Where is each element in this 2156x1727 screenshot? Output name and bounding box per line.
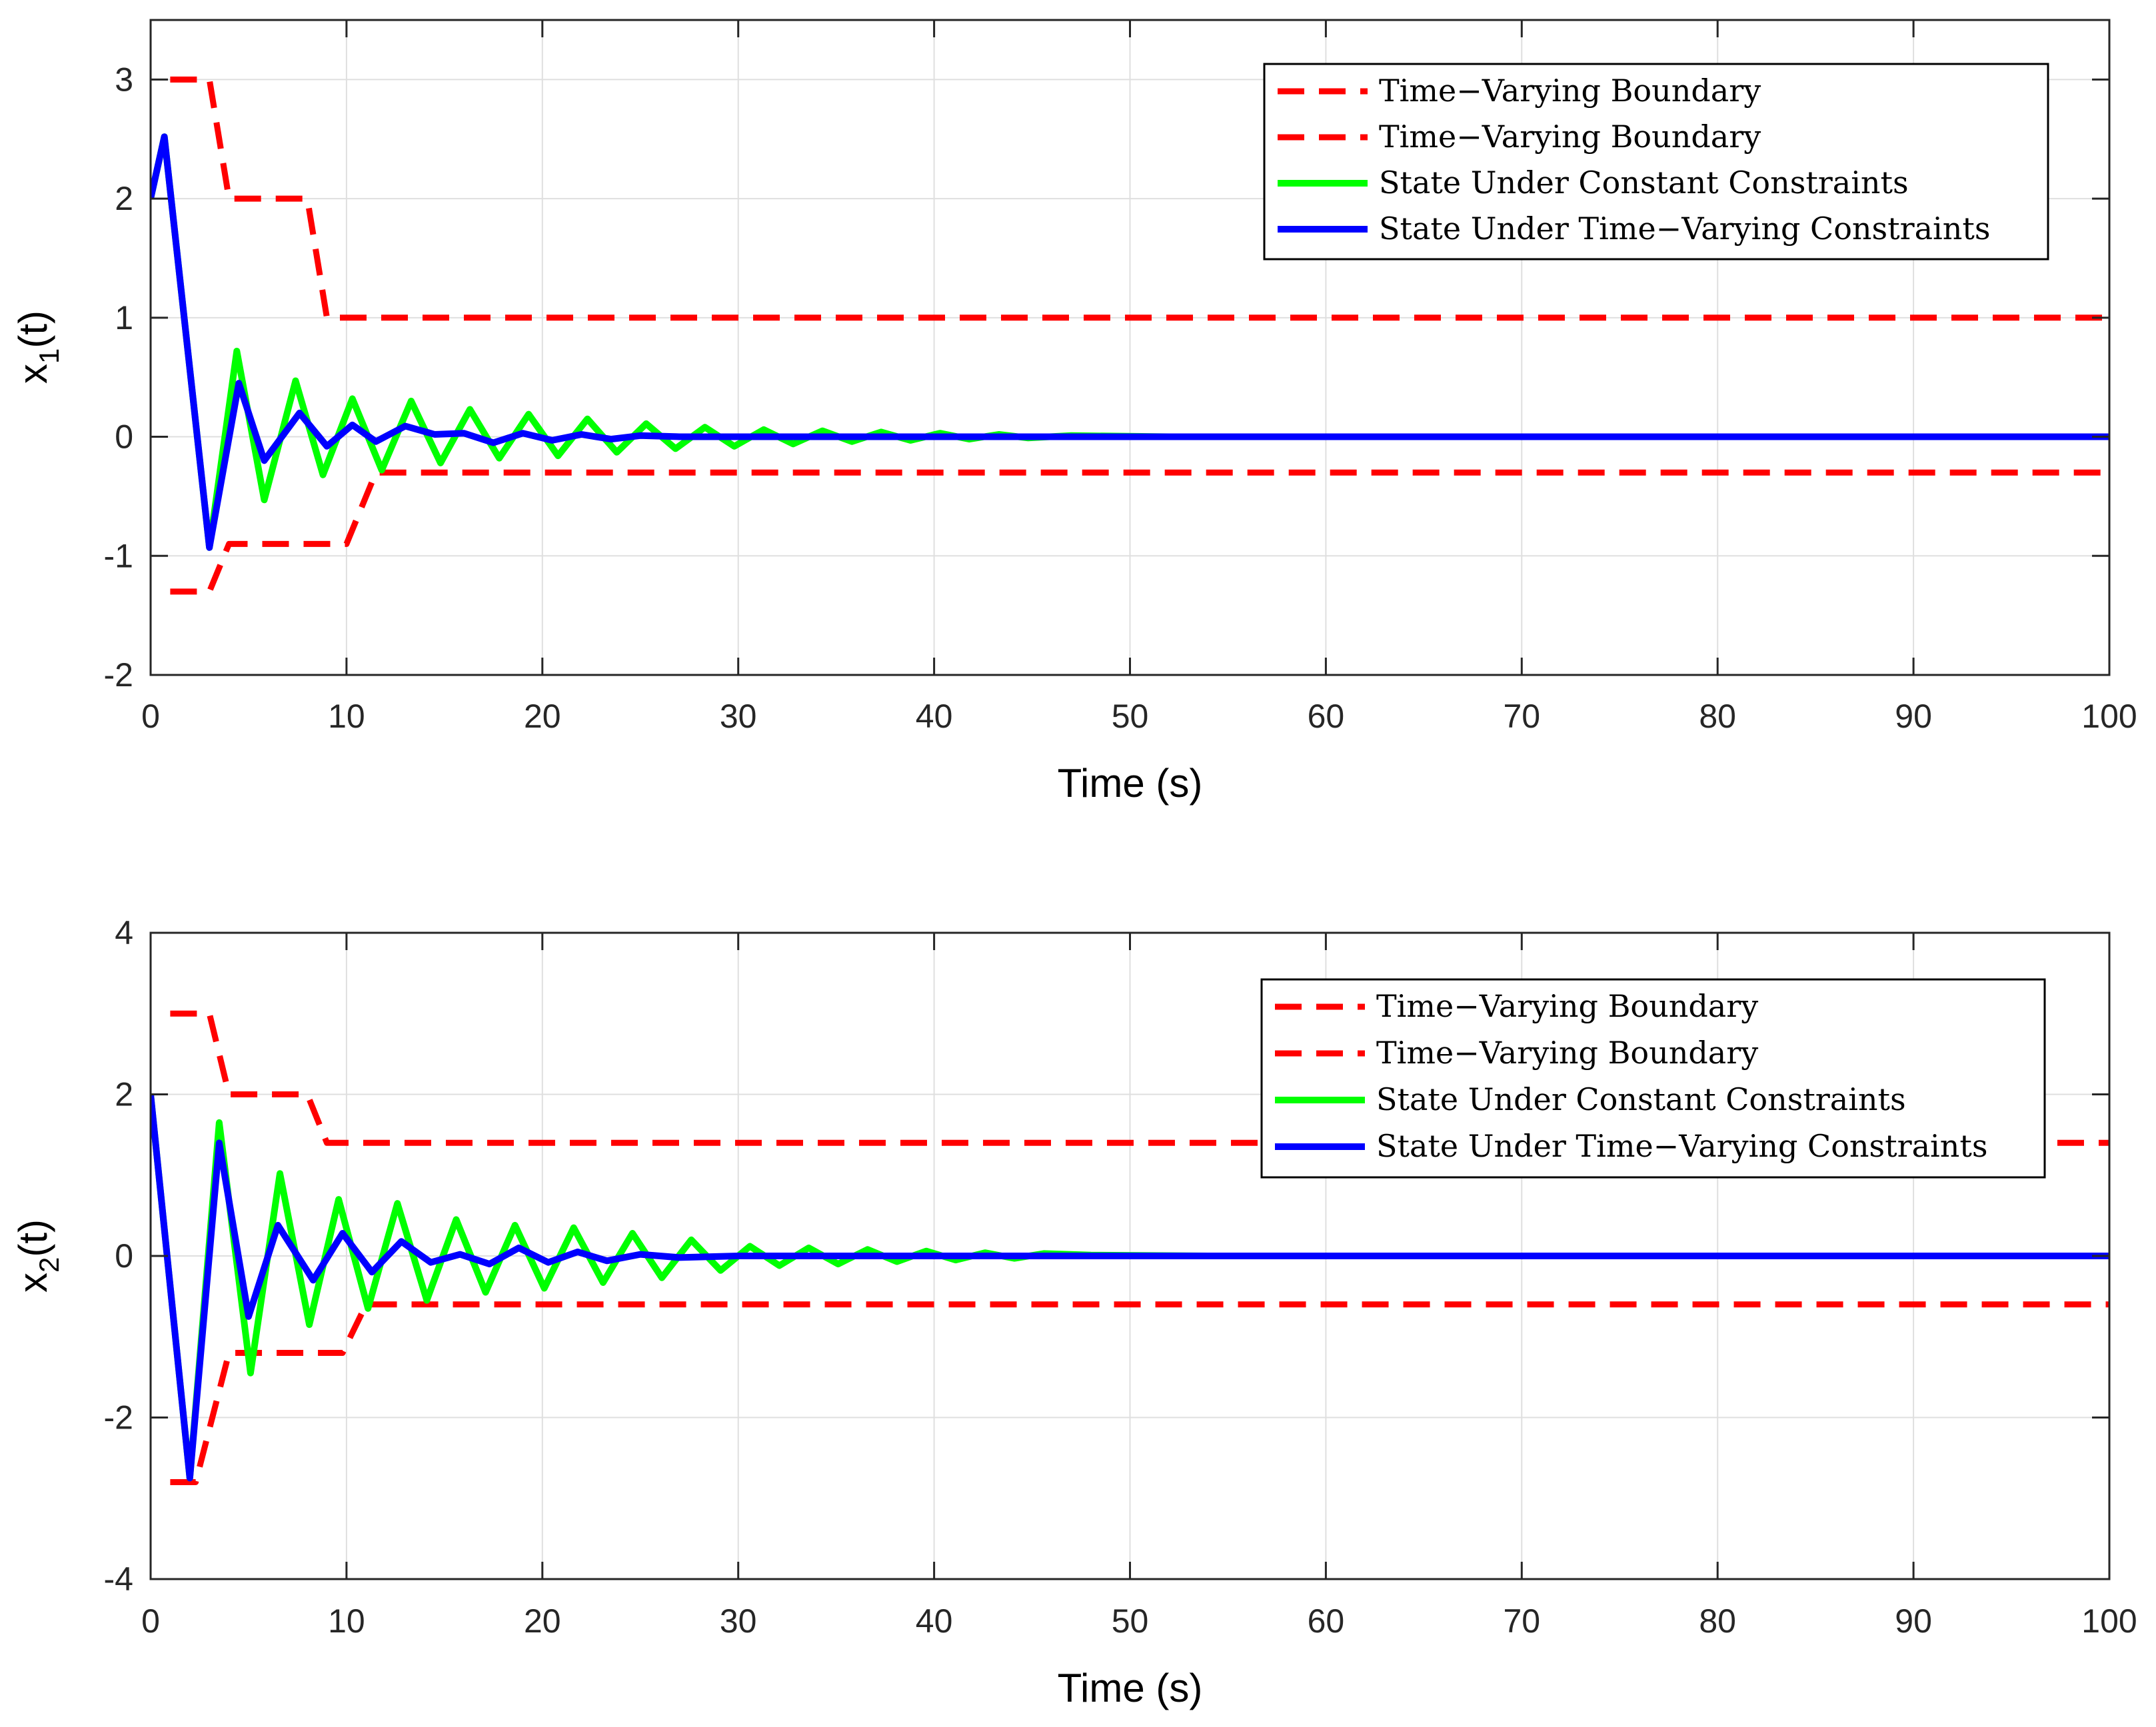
y-axis-label: x2(t): [11, 1219, 65, 1293]
y-tick-label: 1: [115, 299, 133, 336]
x-tick-label: 20: [524, 698, 561, 735]
legend-box: [1263, 63, 2049, 261]
y-tick-label: -4: [104, 1560, 133, 1598]
x-tick-label: 20: [524, 1602, 561, 1640]
x-tick-label: 60: [1308, 698, 1345, 735]
y-tick-label: -2: [104, 1399, 133, 1437]
x-tick-label: 0: [141, 698, 160, 735]
chart-x2: 0 10 20 30 40 50 60 70 80 90 100 -4 -2 0 2 4 Time (s) x2(…: [11, 914, 2137, 1710]
legend-label-1: Time−Varying Boundary: [1379, 119, 1761, 155]
legend-label-2: State Under Constant Constraints: [1379, 165, 1909, 201]
legend: Time−Varying Boundary Time−Varying Bounda…: [1263, 63, 2049, 261]
y-tick-label: 4: [115, 914, 133, 951]
x-tick-label: 30: [720, 1602, 757, 1640]
y-axis-label: x1(t): [11, 310, 65, 384]
legend-label-3: State Under Time−Varying Constraints: [1376, 1128, 1987, 1164]
x-tick-label: 10: [328, 698, 365, 735]
x-tick-label: 80: [1699, 698, 1736, 735]
y-tick-label: 0: [115, 1237, 133, 1275]
chart-x1: 0 10 20 30 40 50 60 70 80 90 100 -2 -1 0 1 2 3 Time (s) x1…: [11, 19, 2137, 806]
series-group: [151, 1010, 2109, 1485]
legend: Time−Varying Boundary Time−Varying Bounda…: [1260, 978, 2046, 1179]
legend-label-0: Time−Varying Boundary: [1376, 988, 1758, 1024]
series-line-1: [170, 1301, 2109, 1485]
y-tick-label: -2: [104, 656, 133, 694]
x-tick-label: 30: [720, 698, 757, 735]
series-group: [151, 76, 2109, 595]
y-tick-label: 2: [115, 1076, 133, 1113]
x-tick-label: 80: [1699, 1602, 1736, 1640]
legend-box: [1260, 978, 2046, 1179]
y-tick-label: 2: [115, 180, 133, 217]
y-tick-label: -1: [104, 537, 133, 574]
legend-label-3: State Under Time−Varying Constraints: [1379, 211, 1990, 247]
x-tick-label: 10: [328, 1602, 365, 1640]
x-tick-label: 100: [2081, 698, 2137, 735]
series-line-3: [151, 133, 2109, 551]
x-tick-label: 70: [1503, 1602, 1540, 1640]
x-tick-label: 60: [1308, 1602, 1345, 1640]
x-axis-label: Time (s): [1058, 1666, 1203, 1710]
series-line-0: [170, 1010, 2109, 1146]
x-tick-label: 50: [1112, 698, 1149, 735]
x-tick-label: 100: [2081, 1602, 2137, 1640]
x-tick-label: 40: [916, 1602, 953, 1640]
series-line-1: [170, 469, 2109, 595]
x-tick-label: 50: [1112, 1602, 1149, 1640]
legend-label-1: Time−Varying Boundary: [1376, 1035, 1758, 1071]
legend-label-0: Time−Varying Boundary: [1379, 73, 1761, 109]
x-tick-label: 90: [1895, 1602, 1932, 1640]
y-tick-label: 3: [115, 61, 133, 98]
x-tick-label: 90: [1895, 698, 1932, 735]
legend-label-2: State Under Constant Constraints: [1376, 1081, 1906, 1117]
x-tick-label: 0: [141, 1602, 160, 1640]
series-line-3: [151, 1093, 2109, 1482]
x-tick-label: 40: [916, 698, 953, 735]
y-tick-label: 0: [115, 418, 133, 456]
x-tick-label: 70: [1503, 698, 1540, 735]
x-axis-label: Time (s): [1058, 761, 1203, 806]
